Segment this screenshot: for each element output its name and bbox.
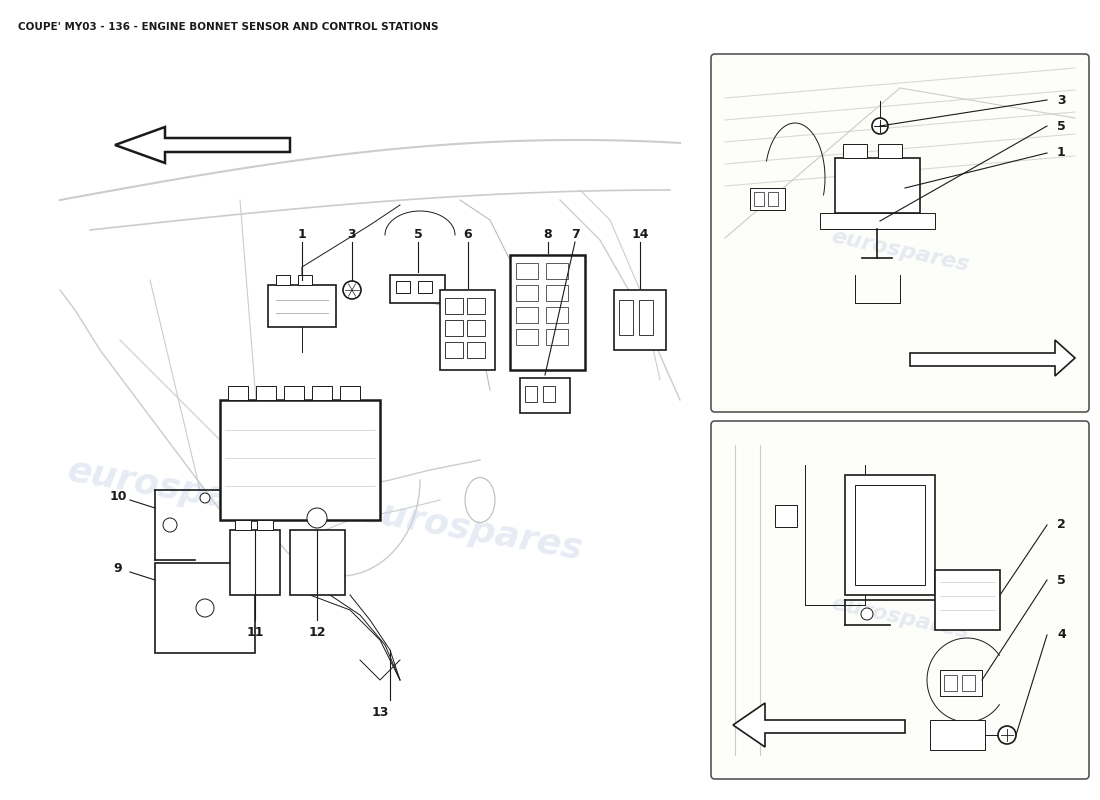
FancyBboxPatch shape xyxy=(845,475,935,595)
FancyBboxPatch shape xyxy=(935,570,1000,630)
Circle shape xyxy=(163,518,177,532)
FancyBboxPatch shape xyxy=(257,520,273,530)
Circle shape xyxy=(872,118,888,134)
FancyBboxPatch shape xyxy=(290,530,345,595)
Text: 4: 4 xyxy=(1057,629,1066,642)
Text: 13: 13 xyxy=(372,706,388,718)
FancyBboxPatch shape xyxy=(843,144,867,158)
Polygon shape xyxy=(733,703,905,747)
FancyBboxPatch shape xyxy=(835,158,920,213)
Text: 3: 3 xyxy=(1057,94,1066,106)
FancyBboxPatch shape xyxy=(776,505,798,527)
Text: 8: 8 xyxy=(543,229,552,242)
FancyBboxPatch shape xyxy=(340,386,360,400)
FancyBboxPatch shape xyxy=(155,563,255,653)
Polygon shape xyxy=(910,340,1075,376)
FancyBboxPatch shape xyxy=(220,400,380,520)
Text: 5: 5 xyxy=(1057,119,1066,133)
Circle shape xyxy=(343,281,361,299)
Text: eurospares: eurospares xyxy=(829,226,971,275)
Text: 3: 3 xyxy=(348,229,356,242)
Circle shape xyxy=(196,599,214,617)
FancyBboxPatch shape xyxy=(750,188,785,210)
FancyBboxPatch shape xyxy=(284,386,304,400)
FancyBboxPatch shape xyxy=(390,275,446,303)
Text: 1: 1 xyxy=(1057,146,1066,159)
Circle shape xyxy=(307,508,327,528)
FancyBboxPatch shape xyxy=(268,285,336,327)
Text: eurospares: eurospares xyxy=(354,494,585,566)
Text: 2: 2 xyxy=(1057,518,1066,531)
Text: 11: 11 xyxy=(246,626,264,638)
Text: 1: 1 xyxy=(298,229,307,242)
Text: COUPE' MY03 - 136 - ENGINE BONNET SENSOR AND CONTROL STATIONS: COUPE' MY03 - 136 - ENGINE BONNET SENSOR… xyxy=(18,22,439,32)
Text: 5: 5 xyxy=(414,229,422,242)
Text: 6: 6 xyxy=(464,229,472,242)
FancyBboxPatch shape xyxy=(510,255,585,370)
FancyBboxPatch shape xyxy=(256,386,276,400)
Circle shape xyxy=(998,726,1016,744)
FancyBboxPatch shape xyxy=(711,54,1089,412)
FancyBboxPatch shape xyxy=(312,386,332,400)
Text: eurospares: eurospares xyxy=(65,454,296,526)
Polygon shape xyxy=(116,127,290,163)
Text: eurospares: eurospares xyxy=(829,593,971,642)
FancyBboxPatch shape xyxy=(820,213,935,229)
FancyBboxPatch shape xyxy=(298,275,312,285)
FancyBboxPatch shape xyxy=(711,421,1089,779)
Circle shape xyxy=(861,608,873,620)
Text: 5: 5 xyxy=(1057,574,1066,586)
Text: 12: 12 xyxy=(308,626,326,638)
FancyBboxPatch shape xyxy=(440,290,495,370)
Text: 10: 10 xyxy=(109,490,126,503)
FancyBboxPatch shape xyxy=(614,290,666,350)
FancyBboxPatch shape xyxy=(235,520,251,530)
FancyBboxPatch shape xyxy=(520,378,570,413)
FancyBboxPatch shape xyxy=(228,386,248,400)
FancyBboxPatch shape xyxy=(276,275,290,285)
Text: 7: 7 xyxy=(571,229,580,242)
FancyBboxPatch shape xyxy=(930,720,984,750)
Text: 14: 14 xyxy=(631,229,649,242)
Text: 9: 9 xyxy=(113,562,122,575)
FancyBboxPatch shape xyxy=(940,670,982,696)
FancyBboxPatch shape xyxy=(878,144,902,158)
Circle shape xyxy=(200,493,210,503)
FancyBboxPatch shape xyxy=(230,530,280,595)
